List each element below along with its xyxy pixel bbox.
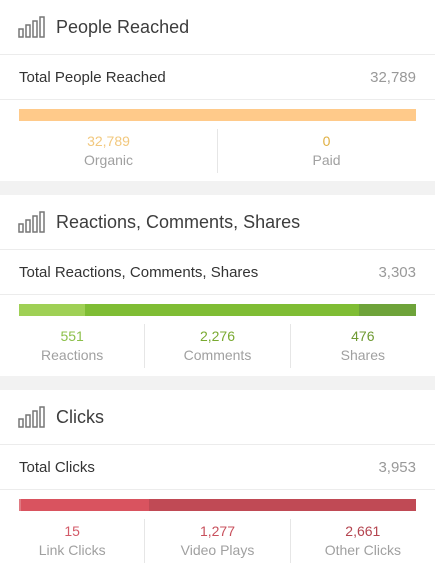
- section-title: People Reached: [56, 16, 190, 37]
- stat-value: 2,276: [199, 328, 236, 344]
- stat-value: 1,277: [199, 523, 236, 539]
- stat-label: Comments: [183, 347, 252, 363]
- total-label: Total Reactions, Comments, Shares: [19, 263, 259, 281]
- stat-value: 32,789: [87, 133, 130, 149]
- stat-reactions: 551 Reactions: [0, 324, 144, 368]
- stat-link-clicks: 15 Link Clicks: [0, 519, 144, 563]
- total-label: Total People Reached: [19, 68, 166, 86]
- stat-comments: 2,276 Comments: [144, 324, 289, 368]
- total-row: Total Reactions, Comments, Shares 3,303: [0, 250, 435, 295]
- card-header: Clicks: [0, 390, 435, 445]
- stat-label: Shares: [340, 347, 385, 363]
- bar-segment-2: [148, 499, 416, 511]
- stat-label: Other Clicks: [324, 542, 401, 558]
- clicks-card: Clicks Total Clicks 3,953 15 Link Clicks…: [0, 390, 435, 573]
- bar-segment-1: [85, 304, 359, 316]
- total-row: Total People Reached 32,789: [0, 55, 435, 100]
- bar-segment-0: [19, 304, 86, 316]
- stat-shares: 476 Shares: [289, 324, 435, 368]
- reactions-card: Reactions, Comments, Shares Total Reacti…: [0, 195, 435, 376]
- bar-segment-0: [19, 499, 21, 511]
- breakdown-bar: [19, 499, 416, 511]
- stat-value: 0: [322, 133, 331, 149]
- stat-label: Organic: [83, 152, 134, 168]
- total-value: 3,953: [378, 458, 416, 476]
- stat-value: 476: [351, 328, 375, 344]
- bar-chart-icon: [18, 406, 45, 428]
- bar-segment-2: [358, 304, 416, 316]
- stat-value: 2,661: [345, 523, 381, 539]
- stat-label: Reactions: [41, 347, 104, 363]
- section-title: Clicks: [56, 406, 104, 427]
- stat-organic: 32,789 Organic: [0, 129, 217, 173]
- bar-segment-1: [20, 499, 149, 511]
- breakdown-bar: [19, 304, 416, 316]
- total-value: 32,789: [370, 68, 416, 86]
- bar-chart-icon: [18, 16, 45, 38]
- stat-value: 551: [60, 328, 84, 344]
- card-header: Reactions, Comments, Shares: [0, 195, 435, 250]
- people-reached-card: People Reached Total People Reached 32,7…: [0, 0, 435, 181]
- stat-video-plays: 1,277 Video Plays: [144, 519, 289, 563]
- stat-other-clicks: 2,661 Other Clicks: [289, 519, 435, 563]
- stats-row: 551 Reactions 2,276 Comments 476 Shares: [0, 324, 435, 368]
- stats-row: 15 Link Clicks 1,277 Video Plays 2,661 O…: [0, 519, 435, 563]
- stat-label: Link Clicks: [38, 542, 106, 558]
- stat-label: Video Plays: [180, 542, 255, 558]
- stat-value: 15: [64, 523, 80, 539]
- breakdown-bar: [19, 109, 416, 121]
- total-value: 3,303: [378, 263, 416, 281]
- total-label: Total Clicks: [19, 458, 95, 476]
- section-title: Reactions, Comments, Shares: [56, 211, 301, 232]
- bar-segment-0: [19, 109, 416, 121]
- stats-row: 32,789 Organic 0 Paid: [0, 129, 435, 173]
- card-header: People Reached: [0, 0, 435, 55]
- stat-paid: 0 Paid: [217, 129, 435, 173]
- total-row: Total Clicks 3,953: [0, 445, 435, 490]
- bar-chart-icon: [18, 211, 45, 233]
- stat-label: Paid: [312, 152, 341, 168]
